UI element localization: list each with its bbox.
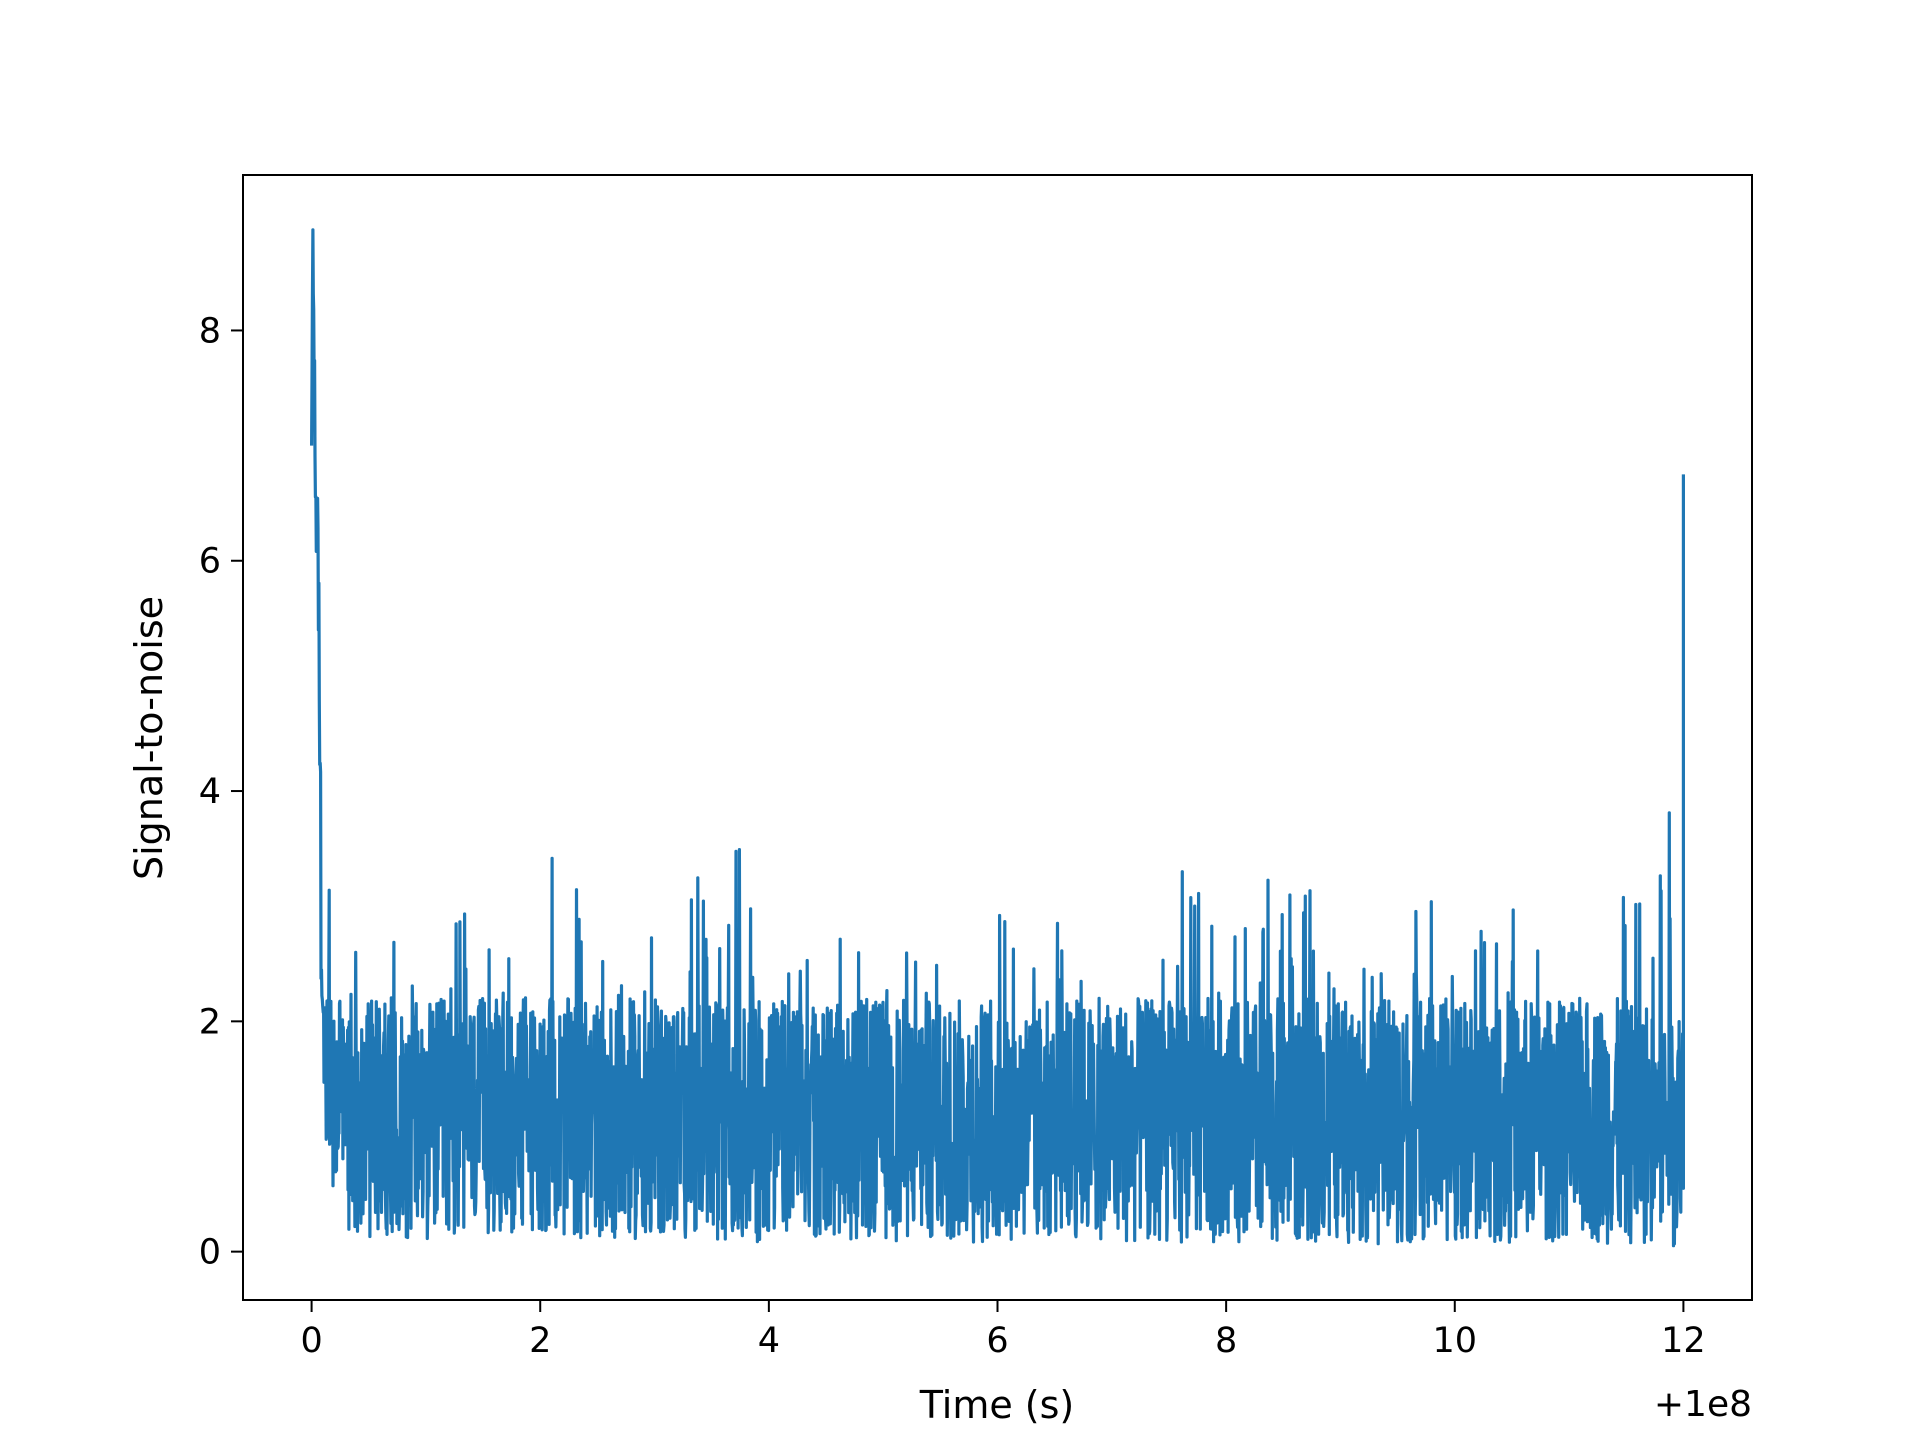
x-tick-label: 2 (529, 1321, 551, 1361)
y-axis-label: Signal-to-noise (127, 596, 171, 880)
x-axis: 0 2 4 6 8 10 12 (300, 1300, 1706, 1361)
series-line-0 (310, 228, 1685, 1248)
x-tick-label: 6 (986, 1321, 1008, 1361)
x-tick-label: 12 (1661, 1321, 1706, 1361)
y-tick-label: 2 (199, 1002, 221, 1042)
x-tick-label: 10 (1432, 1321, 1477, 1361)
x-tick-label: 4 (758, 1321, 780, 1361)
y-tick-label: 4 (199, 772, 221, 812)
y-tick-label: 6 (199, 542, 221, 582)
x-axis-label: Time (s) (919, 1383, 1075, 1427)
y-tick-label: 8 (199, 311, 221, 351)
y-axis: 0 2 4 6 8 (199, 311, 243, 1273)
x-tick-label: 8 (1215, 1321, 1237, 1361)
x-tick-label: 0 (300, 1321, 322, 1361)
y-tick-label: 0 (199, 1233, 221, 1273)
x-axis-offset-label: +1e8 (1654, 1384, 1752, 1425)
series-layer (310, 228, 1685, 1248)
